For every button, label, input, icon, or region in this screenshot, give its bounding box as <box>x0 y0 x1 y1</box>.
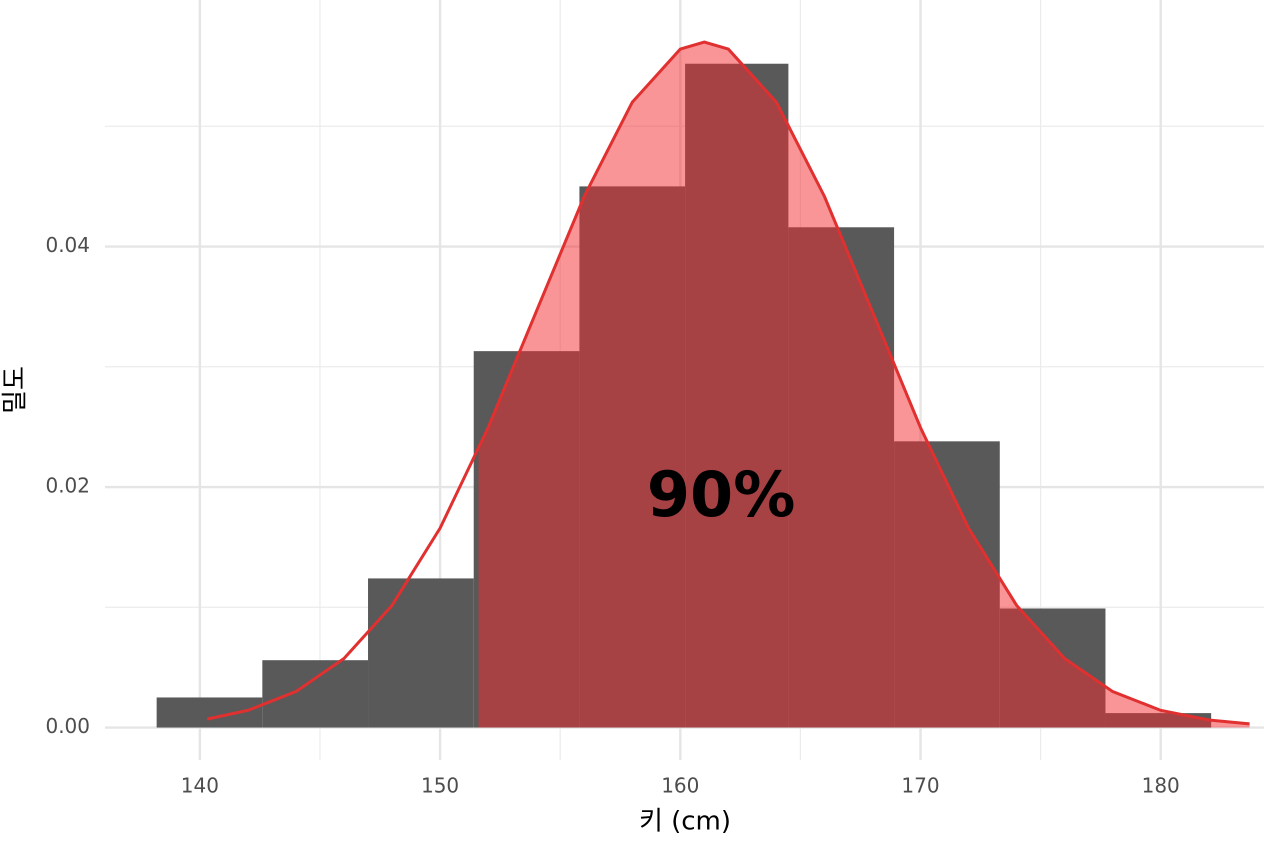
x-tick-label: 180 <box>1142 774 1180 798</box>
x-tick-label: 160 <box>661 774 699 798</box>
density-curve <box>206 40 1250 726</box>
annotation: 90% <box>647 458 795 531</box>
x-axis-label: 키 (cm) <box>639 807 731 837</box>
x-tick-label: 150 <box>421 774 459 798</box>
histogram-bar <box>368 578 474 728</box>
y-tick-label: 0.00 <box>45 714 90 738</box>
y-tick-label: 0.04 <box>45 233 90 257</box>
histogram-bar <box>156 697 263 728</box>
y-axis-label: 밀도 <box>1 366 31 414</box>
x-tick-label: 170 <box>901 774 939 798</box>
shaded-area <box>478 42 1250 728</box>
y-tick-label: 0.02 <box>45 474 90 498</box>
x-tick-label: 140 <box>181 774 219 798</box>
histogram-bar <box>262 660 369 728</box>
